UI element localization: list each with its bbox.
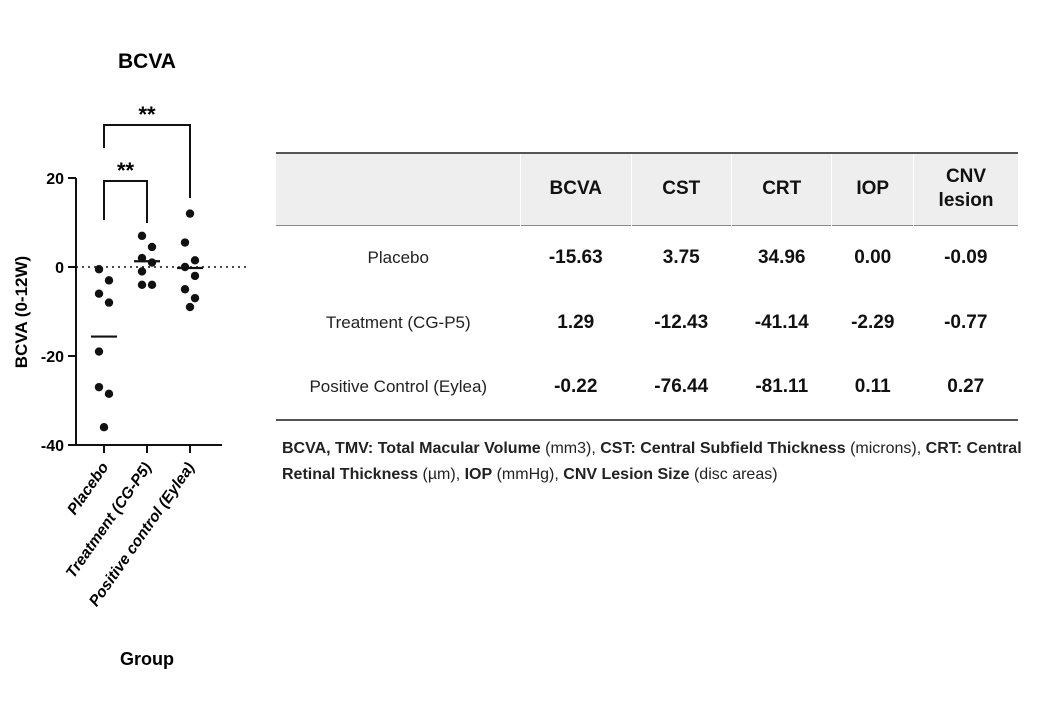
table-cell: -0.22 (554, 376, 598, 397)
column-header: CRT (731, 153, 833, 225)
data-point (180, 238, 190, 247)
table-cell: 1.29 (557, 311, 595, 333)
results-table-container: BCVA CST CRT IOP CNV lesion Placebo -15.63 3.7… (276, 152, 1018, 421)
y-tick-label: 20 (46, 171, 64, 188)
column-header: CST (631, 153, 732, 225)
data-point (104, 298, 114, 307)
table-row: Positive Control (Eylea) -0.22 -76.44 -81.1… (276, 355, 1018, 420)
column-header: IOP (831, 153, 914, 225)
table-header: BCVA CST CRT IOP CNV lesion (276, 153, 1018, 225)
data-point (147, 258, 157, 267)
table-row: Treatment (CG-P5) 1.29 -12.43 -41.14 -2.29 -0… (276, 290, 1018, 355)
table-cell: -0.09 (944, 246, 988, 268)
table-cell: -41.14 (754, 311, 809, 333)
data-point (137, 280, 147, 289)
chart-title: BCVA (118, 50, 176, 73)
significance-bracket (103, 124, 191, 198)
data-point (147, 280, 157, 289)
table-cell: -15.63 (548, 246, 603, 268)
data-point (185, 209, 195, 218)
table-body: Placebo -15.63 3.75 34.96 0.00 -0.09 Treatment… (276, 225, 1018, 420)
row-label: Treatment (CG-P5) (325, 312, 471, 332)
significance-bracket (103, 180, 148, 223)
footnote-term: BCVA, TMV: Total Macular Volume (282, 440, 541, 457)
footnote-unit: (mmHg), (492, 466, 564, 483)
significance-label: ** (117, 158, 135, 183)
column-header: BCVA (520, 153, 632, 225)
y-tick-label: 0 (55, 260, 64, 277)
footnote-unit: (µm), (418, 466, 465, 483)
table-cell: -76.44 (654, 376, 709, 397)
data-point (94, 289, 104, 298)
y-axis-label: BCVA (0-12W) (12, 256, 31, 368)
data-point (99, 423, 109, 432)
footnote-term: CRT: Central Retinal Thickness (282, 440, 1022, 483)
data-point (137, 267, 147, 276)
data-point (190, 293, 200, 303)
data-point (104, 389, 114, 399)
table-cell: -12.43 (654, 311, 709, 333)
footnote-term: IOP (464, 466, 493, 483)
table-cell: 34.96 (757, 246, 806, 268)
x-tick-label: Placebo (64, 460, 112, 518)
y-tick-label: -40 (41, 438, 64, 455)
table-cell: -0.77 (944, 311, 988, 333)
data-point (185, 302, 195, 312)
table-cell: 3.75 (662, 246, 700, 268)
table-cell: 0.11 (854, 376, 891, 397)
y-tick-label: -20 (41, 349, 64, 366)
table-cell: 0.27 (947, 376, 985, 397)
table-cell: 0.00 (854, 246, 892, 268)
footnote-term: CNV Lesion Size (563, 466, 690, 483)
footnote-unit: (mm3), (540, 440, 601, 457)
header-row: BCVA CST CRT IOP CNV lesion (276, 153, 1018, 225)
header-empty-cell (276, 153, 521, 225)
row-label: Positive Control (Eylea) (309, 377, 488, 396)
data-point (180, 285, 190, 294)
data-point (147, 242, 157, 252)
row-label: Placebo (367, 247, 429, 267)
data-point (137, 231, 147, 241)
data-point (94, 265, 104, 274)
footnote-term: CST: Central Subfield Thickness (600, 440, 846, 457)
footnote-unit: (disc areas) (689, 466, 778, 483)
significance-label: ** (138, 102, 156, 127)
table-row: Placebo -15.63 3.75 34.96 0.00 -0.09 (276, 225, 1018, 290)
data-point (190, 256, 200, 265)
table-cell: -81.11 (755, 376, 809, 397)
table-cell: -2.29 (851, 311, 895, 333)
column-header: CNV lesion (938, 166, 994, 212)
data-point (190, 271, 200, 281)
table-footnote: BCVA, TMV: Total Macular Volume (mm3), C… (282, 436, 1022, 488)
data-point (104, 276, 114, 285)
x-axis-label: Group (120, 649, 174, 669)
footnote-unit: (microns), (845, 440, 926, 457)
data-point (94, 347, 104, 356)
data-point (94, 382, 104, 392)
results-table: BCVA CST CRT IOP CNV lesion Placebo -15.63 3.7… (276, 152, 1018, 421)
